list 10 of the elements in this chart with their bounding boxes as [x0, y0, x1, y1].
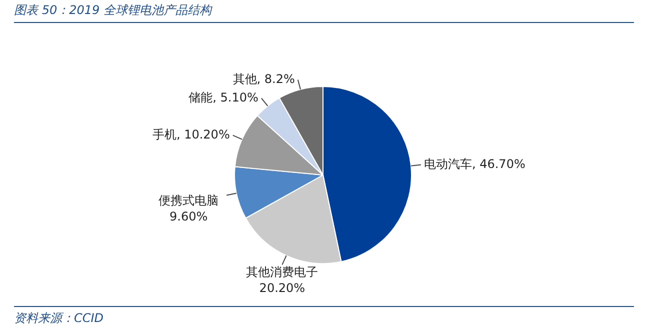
chart-title: 图表 50：2019 全球锂电池产品结构: [14, 2, 634, 23]
slice-label: 手机, 10.20%: [152, 127, 230, 142]
slice-label: 电动汽车, 46.70%: [424, 156, 526, 171]
slice-label: 储能, 5.10%: [188, 90, 258, 104]
data-label: 9.60%: [170, 209, 208, 224]
slice-label: 其他消费电子: [246, 264, 318, 279]
slice-label: 便携式电脑: [158, 193, 219, 208]
data-label: 20.20%: [259, 280, 306, 295]
text: 资料来源：CCID: [14, 306, 634, 327]
slice-label: 其他, 8.2%: [232, 72, 295, 86]
